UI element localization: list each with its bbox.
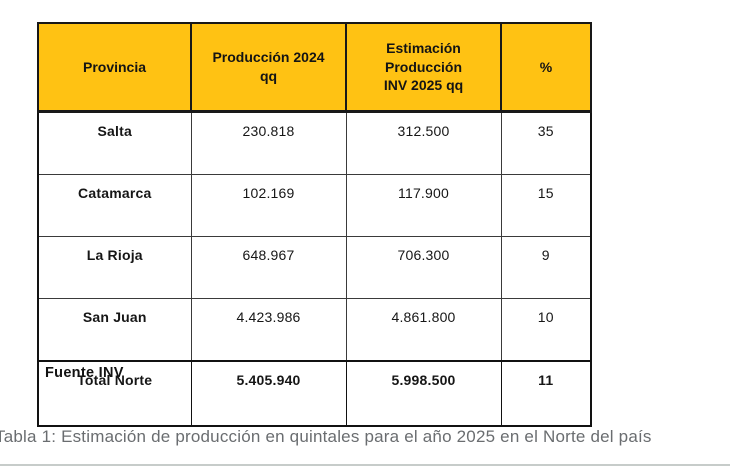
cell-percent: 10	[500, 298, 592, 362]
cell-produccion-2024: 102.169	[190, 174, 347, 237]
production-table: Provincia Producción 2024 qq Estimación …	[37, 22, 592, 427]
col-header-estimacion-2025: Estimación Producción INV 2025 qq	[345, 22, 502, 113]
cell-produccion-2024: 4.423.986	[190, 298, 347, 362]
table-caption: Tabla 1: Estimación de producción en qui…	[0, 427, 652, 446]
cell-provincia: San Juan	[37, 298, 192, 362]
cell-estimacion-2025: 4.861.800	[345, 298, 502, 362]
cell-produccion-2024: 230.818	[190, 111, 347, 175]
cell-provincia: Salta	[37, 111, 192, 175]
cell-provincia: La Rioja	[37, 236, 192, 299]
cell-total-produccion-2024: 5.405.940	[190, 360, 347, 427]
table-row-san-juan: San Juan 4.423.986 4.861.800 10	[37, 298, 592, 362]
cell-produccion-2024: 648.967	[190, 236, 347, 299]
cell-estimacion-2025: 117.900	[345, 174, 502, 237]
cell-estimacion-2025: 706.300	[345, 236, 502, 299]
cell-total-label: Total Norte	[37, 360, 192, 427]
cell-percent: 15	[500, 174, 592, 237]
table-source-note: Fuente INV	[45, 365, 124, 381]
col-header-percent: %	[500, 22, 592, 113]
cell-percent: 9	[500, 236, 592, 299]
bottom-divider	[0, 464, 730, 466]
table-row-la-rioja: La Rioja 648.967 706.300 9	[37, 236, 592, 299]
table-row-catamarca: Catamarca 102.169 117.900 15	[37, 174, 592, 237]
cell-total-percent: 11	[500, 360, 592, 427]
table-total-row: Total Norte 5.405.940 5.998.500 11	[37, 360, 592, 427]
cell-provincia: Catamarca	[37, 174, 192, 237]
table-header-row: Provincia Producción 2024 qq Estimación …	[37, 22, 592, 113]
col-header-produccion-2024: Producción 2024 qq	[190, 22, 347, 113]
cell-percent: 35	[500, 111, 592, 175]
cell-total-estimacion-2025: 5.998.500	[345, 360, 502, 427]
table-row-salta: Salta 230.818 312.500 35	[37, 111, 592, 175]
cell-estimacion-2025: 312.500	[345, 111, 502, 175]
col-header-provincia: Provincia	[37, 22, 192, 113]
